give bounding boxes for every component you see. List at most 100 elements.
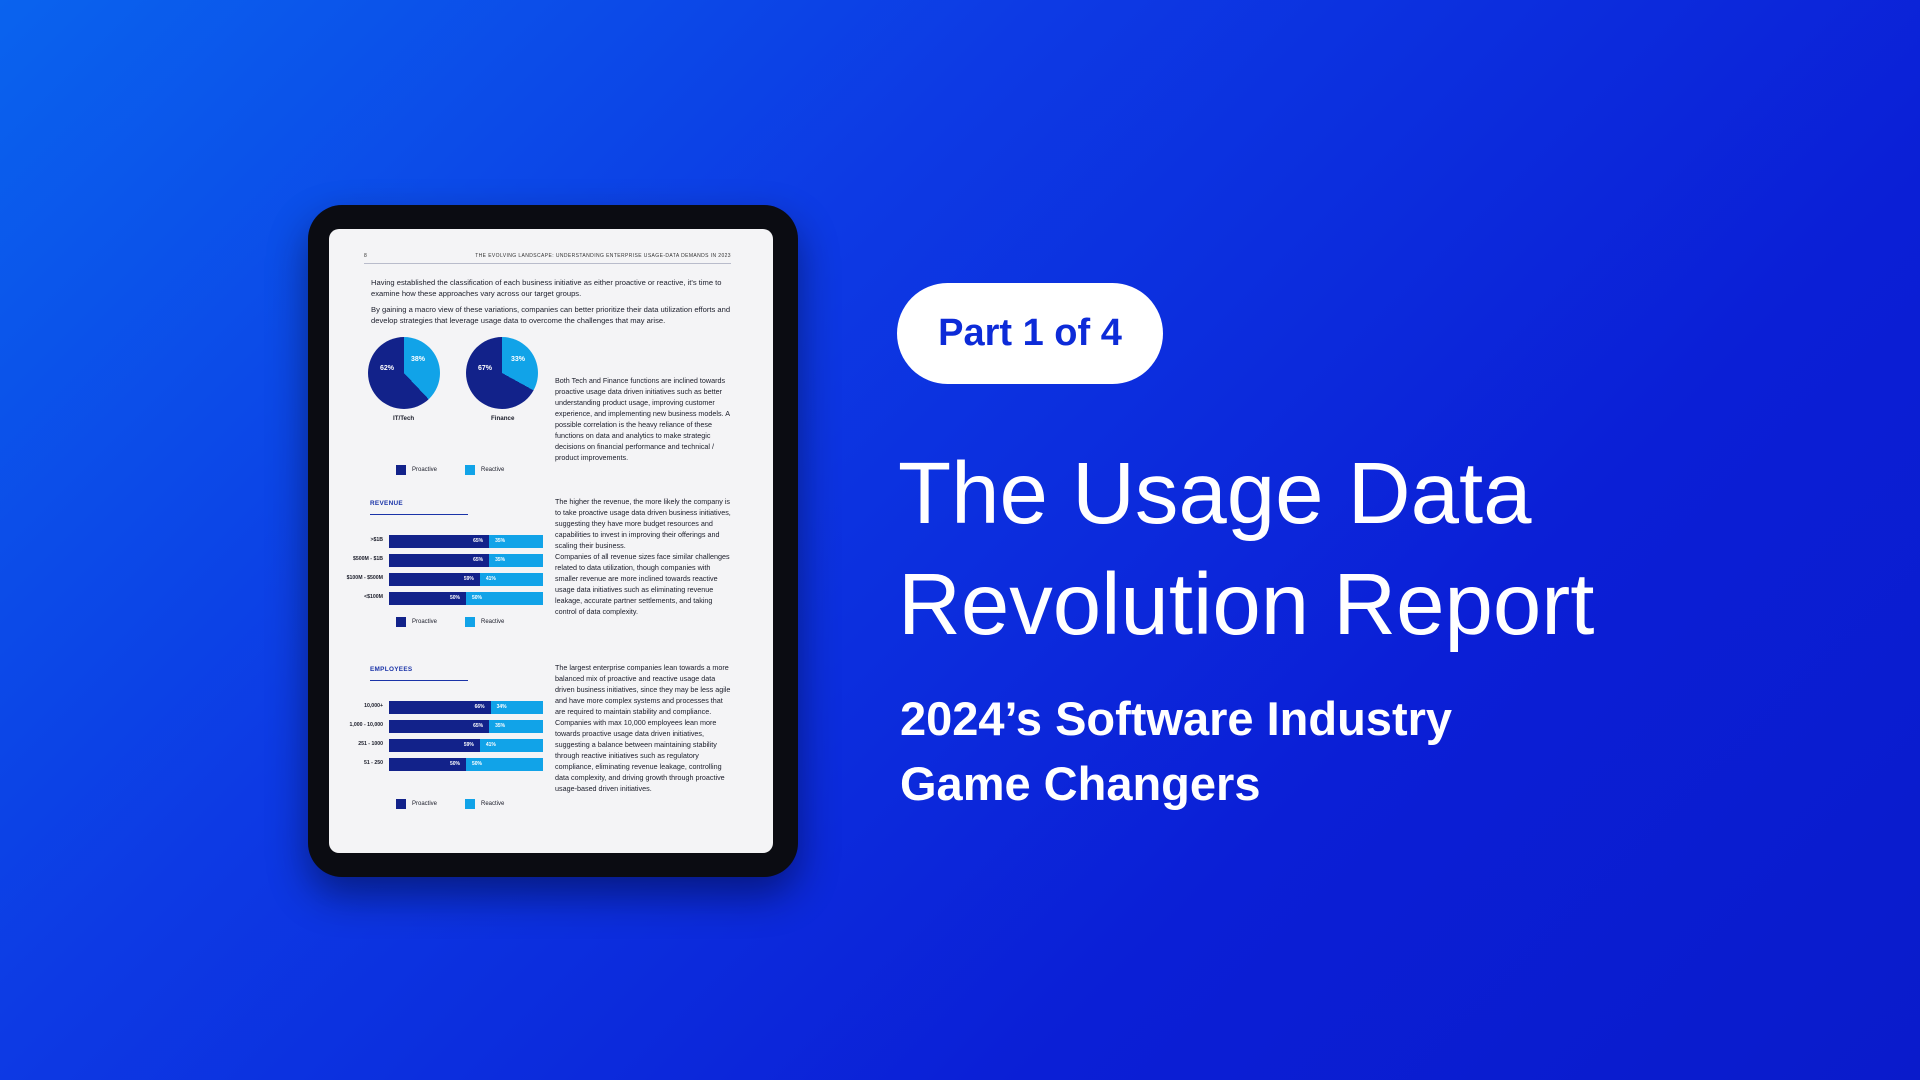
section-rule <box>370 514 468 515</box>
bar-value-label: 50% <box>449 595 460 601</box>
pie-caption: IT/Tech <box>393 415 415 422</box>
bar-row-label: 51 - 250 <box>363 760 383 766</box>
bar-value-label: 65% <box>473 538 484 544</box>
bar-segment-reactive: 35% <box>489 720 543 733</box>
report-title-line-2: Revolution Report <box>898 556 1595 653</box>
bar-row-label: 1,000 - 10,000 <box>349 722 383 728</box>
stacked-bar: 50% 50% <box>389 758 543 771</box>
tablet-mockup: 8 THE EVOLVING LANDSCAPE: UNDERSTANDING … <box>308 205 798 877</box>
pie-label-proactive: 62% <box>380 365 395 372</box>
bar-row-label: $500M - $1B <box>353 556 383 562</box>
running-title: THE EVOLVING LANDSCAPE: UNDERSTANDING EN… <box>475 253 731 259</box>
report-title: The Usage Data Revolution Report <box>898 438 1798 660</box>
bar-value-label: 66% <box>474 704 485 710</box>
employees-bar-row: 1,000 - 10,000 65% 35% <box>343 720 543 733</box>
page-number: 8 <box>364 253 368 259</box>
bar-segment-reactive: 50% <box>466 758 543 771</box>
bar-segment-reactive: 35% <box>489 535 543 548</box>
legend-swatch-reactive <box>465 617 476 627</box>
section-heading-employees: EMPLOYEES <box>370 666 413 673</box>
legend-swatch-proactive <box>396 799 406 809</box>
revenue-bar-row: $500M - $1B 65% 35% <box>343 554 543 567</box>
bar-row-label: 10,000+ <box>364 703 383 709</box>
pies-paragraph: Both Tech and Finance functions are incl… <box>555 376 730 462</box>
section-heading-revenue: REVENUE <box>370 500 403 507</box>
legend: Proactive Reactive <box>396 465 504 475</box>
page-header: 8 THE EVOLVING LANDSCAPE: UNDERSTANDING … <box>364 253 731 264</box>
bar-segment-proactive: 50% <box>389 592 466 605</box>
legend-label: Reactive <box>481 467 505 473</box>
bar-value-label: 41% <box>485 742 496 748</box>
pie-label-reactive: 38% <box>411 356 426 363</box>
pie-chart-it-tech <box>368 337 440 409</box>
bar-segment-proactive: 65% <box>389 554 490 567</box>
stacked-bar: 65% 35% <box>389 720 543 733</box>
report-title-line-1: The Usage Data <box>898 445 1532 542</box>
report-subtitle-line-1: 2024’s Software Industry <box>900 692 1453 745</box>
bar-segment-reactive: 41% <box>479 739 543 752</box>
revenue-paragraph: The higher the revenue, the more likely … <box>555 497 731 616</box>
legend-label: Proactive <box>412 801 438 807</box>
bar-segment-reactive: 41% <box>479 573 543 586</box>
legend-label: Reactive <box>481 801 505 807</box>
legend-swatch-reactive <box>465 799 476 809</box>
employees-bar-row: 10,000+ 66% 34% <box>343 701 543 714</box>
pie-chart-finance <box>466 337 538 409</box>
legend: Proactive Reactive <box>396 617 504 627</box>
bar-value-label: 59% <box>463 576 474 582</box>
legend-swatch-proactive <box>396 617 406 627</box>
bar-value-label: 41% <box>485 576 496 582</box>
stacked-bar: 59% 41% <box>389 573 543 586</box>
bar-segment-proactive: 65% <box>389 535 490 548</box>
intro-paragraph-1: Having established the classification of… <box>371 278 722 298</box>
bar-value-label: 50% <box>472 595 483 601</box>
legend-swatch-reactive <box>465 465 476 475</box>
bar-value-label: 59% <box>463 742 474 748</box>
stacked-bar: 59% 41% <box>389 739 543 752</box>
pie-label-proactive: 67% <box>478 365 493 372</box>
bar-segment-proactive: 59% <box>389 573 480 586</box>
report-subtitle-line-2: Game Changers <box>900 757 1261 810</box>
bar-row-label: >$1B <box>370 537 383 543</box>
bar-segment-reactive: 50% <box>466 592 543 605</box>
bar-segment-reactive: 35% <box>489 554 543 567</box>
stacked-bar: 66% 34% <box>389 701 543 714</box>
legend-label: Proactive <box>412 467 438 473</box>
report-page: 8 THE EVOLVING LANDSCAPE: UNDERSTANDING … <box>329 229 773 853</box>
pie-caption: Finance <box>491 415 515 422</box>
intro-paragraph-2: By gaining a macro view of these variati… <box>371 305 731 325</box>
legend-label: Proactive <box>412 619 438 625</box>
revenue-bar-row: >$1B 65% 35% <box>343 535 543 548</box>
bar-row-label: $100M - $500M <box>346 575 383 581</box>
bar-segment-proactive: 50% <box>389 758 466 771</box>
employees-bar-row: 51 - 250 50% 50% <box>343 758 543 771</box>
section-rule <box>370 680 468 681</box>
report-subtitle: 2024’s Software Industry Game Changers <box>900 686 1700 816</box>
bar-segment-proactive: 65% <box>389 720 490 733</box>
bar-value-label: 50% <box>472 761 483 767</box>
employees-paragraph: The largest enterprise companies lean to… <box>555 663 731 793</box>
bar-segment-proactive: 59% <box>389 739 480 752</box>
bar-value-label: 34% <box>496 704 507 710</box>
bar-value-label: 65% <box>473 723 484 729</box>
bar-row-label: <$100M <box>364 594 383 600</box>
bar-value-label: 50% <box>449 761 460 767</box>
stacked-bar: 65% 35% <box>389 554 543 567</box>
legend-swatch-proactive <box>396 465 406 475</box>
bar-value-label: 35% <box>495 723 506 729</box>
bar-value-label: 35% <box>495 557 506 563</box>
employees-bar-row: 251 - 1000 59% 41% <box>343 739 543 752</box>
revenue-bar-row: <$100M 50% 50% <box>343 592 543 605</box>
bar-value-label: 35% <box>495 538 506 544</box>
bar-segment-reactive: 34% <box>490 701 543 714</box>
revenue-bar-row: $100M - $500M 59% 41% <box>343 573 543 586</box>
bar-value-label: 65% <box>473 557 484 563</box>
bar-segment-proactive: 66% <box>389 701 491 714</box>
stacked-bar: 50% 50% <box>389 592 543 605</box>
pie-label-reactive: 33% <box>511 356 526 363</box>
part-badge: Part 1 of 4 <box>897 283 1163 384</box>
legend: Proactive Reactive <box>396 799 504 809</box>
legend-label: Reactive <box>481 619 505 625</box>
stacked-bar: 65% 35% <box>389 535 543 548</box>
part-badge-label: Part 1 of 4 <box>938 312 1122 354</box>
